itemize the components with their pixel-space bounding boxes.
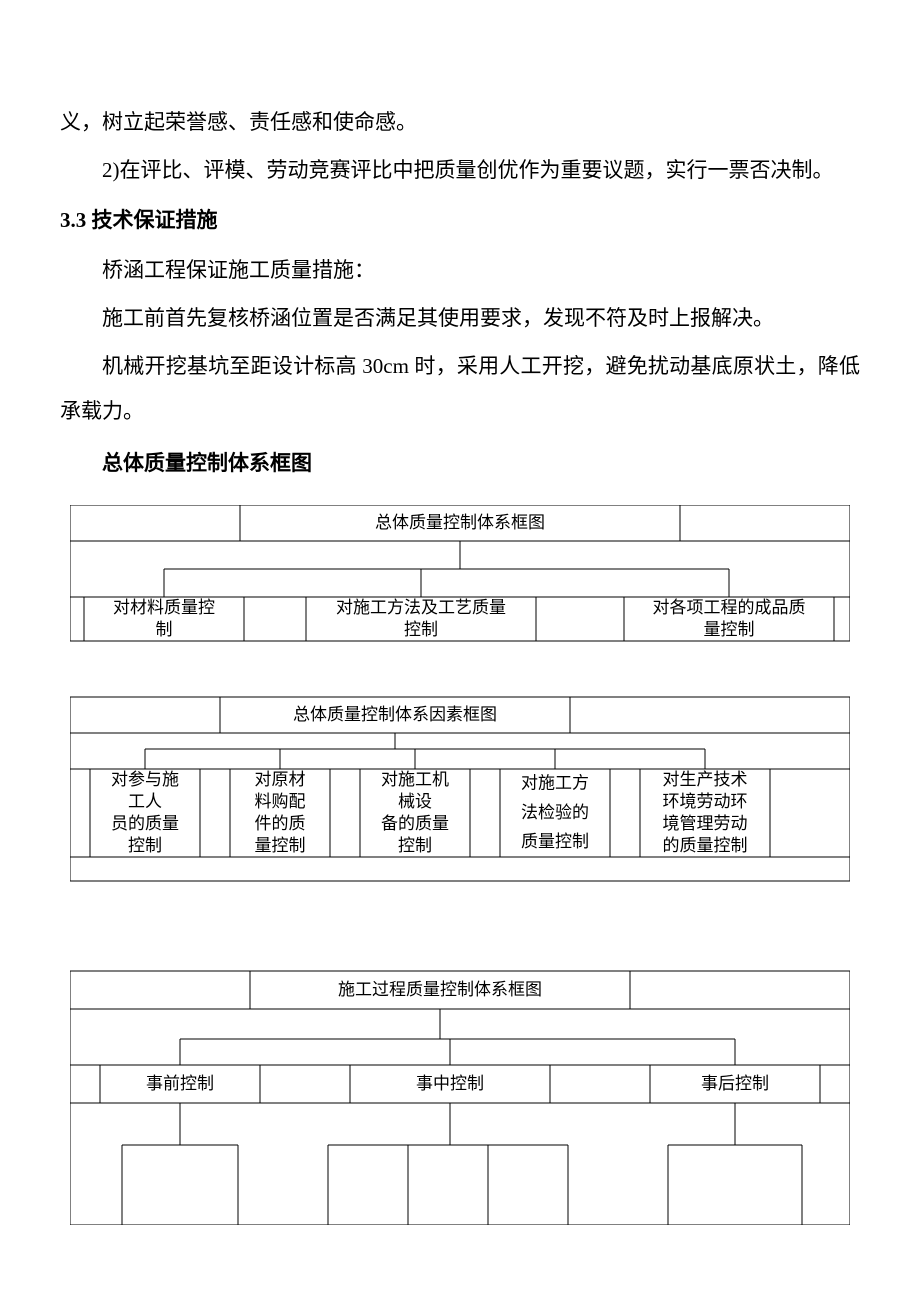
- paragraph-continuation: 义，树立起荣誉感、责任感和使命感。: [60, 100, 860, 144]
- svg-text:械设: 械设: [398, 792, 432, 811]
- svg-text:施工过程质量控制体系框图: 施工过程质量控制体系框图: [338, 980, 542, 999]
- svg-text:质量控制: 质量控制: [521, 832, 589, 851]
- svg-text:法检验的: 法检验的: [521, 803, 589, 822]
- document-body: 义，树立起荣誉感、责任感和使命感。 2)在评比、评模、劳动竞赛评比中把质量创优作…: [60, 100, 860, 485]
- svg-text:对参与施: 对参与施: [111, 770, 179, 789]
- svg-text:事前控制: 事前控制: [146, 1074, 214, 1093]
- svg-text:量控制: 量控制: [255, 836, 306, 855]
- svg-text:工人: 工人: [128, 792, 162, 811]
- svg-text:总体质量控制体系框图: 总体质量控制体系框图: [375, 513, 545, 532]
- section-heading-3-3: 3.3 技术保证措施: [60, 198, 860, 242]
- svg-text:员的质量: 员的质量: [111, 814, 179, 833]
- paragraph-3: 桥涵工程保证施工质量措施：: [60, 248, 860, 292]
- svg-text:件的质: 件的质: [255, 814, 306, 833]
- svg-text:的质量控制: 的质量控制: [663, 836, 748, 855]
- quality-control-diagram: 总体质量控制体系框图对材料质量控制对施工方法及工艺质量控制对各项工程的成品质量控…: [70, 505, 850, 1225]
- paragraph-2: 2)在评比、评模、劳动竞赛评比中把质量创优作为重要议题，实行一票否决制。: [60, 148, 860, 192]
- svg-text:对材料质量控: 对材料质量控: [113, 598, 215, 617]
- svg-text:量控制: 量控制: [704, 620, 755, 639]
- svg-text:环境劳动环: 环境劳动环: [663, 792, 748, 811]
- svg-text:料购配: 料购配: [255, 792, 306, 811]
- svg-text:境管理劳动: 境管理劳动: [663, 814, 748, 833]
- svg-text:对各项工程的成品质: 对各项工程的成品质: [653, 598, 806, 617]
- diagram-title: 总体质量控制体系框图: [60, 441, 860, 485]
- svg-text:控制: 控制: [404, 620, 438, 639]
- svg-text:事后控制: 事后控制: [701, 1074, 769, 1093]
- svg-text:对施工方: 对施工方: [521, 773, 589, 792]
- svg-text:对施工机: 对施工机: [381, 770, 449, 789]
- svg-text:对原材: 对原材: [255, 770, 306, 789]
- paragraph-4: 施工前首先复核桥涵位置是否满足其使用要求，发现不符及时上报解决。: [60, 296, 860, 340]
- svg-text:对生产技术: 对生产技术: [663, 770, 748, 789]
- svg-text:事中控制: 事中控制: [416, 1074, 484, 1093]
- svg-text:总体质量控制体系因素框图: 总体质量控制体系因素框图: [293, 705, 497, 724]
- svg-text:制: 制: [156, 620, 173, 639]
- flowchart-svg: 总体质量控制体系框图对材料质量控制对施工方法及工艺质量控制对各项工程的成品质量控…: [70, 505, 850, 1225]
- svg-text:控制: 控制: [398, 836, 432, 855]
- svg-text:对施工方法及工艺质量: 对施工方法及工艺质量: [336, 598, 506, 617]
- svg-text:备的质量: 备的质量: [381, 814, 449, 833]
- svg-text:控制: 控制: [128, 836, 162, 855]
- paragraph-5: 机械开挖基坑至距设计标高 30cm 时，采用人工开挖，避免扰动基底原状土，降低承…: [60, 344, 860, 432]
